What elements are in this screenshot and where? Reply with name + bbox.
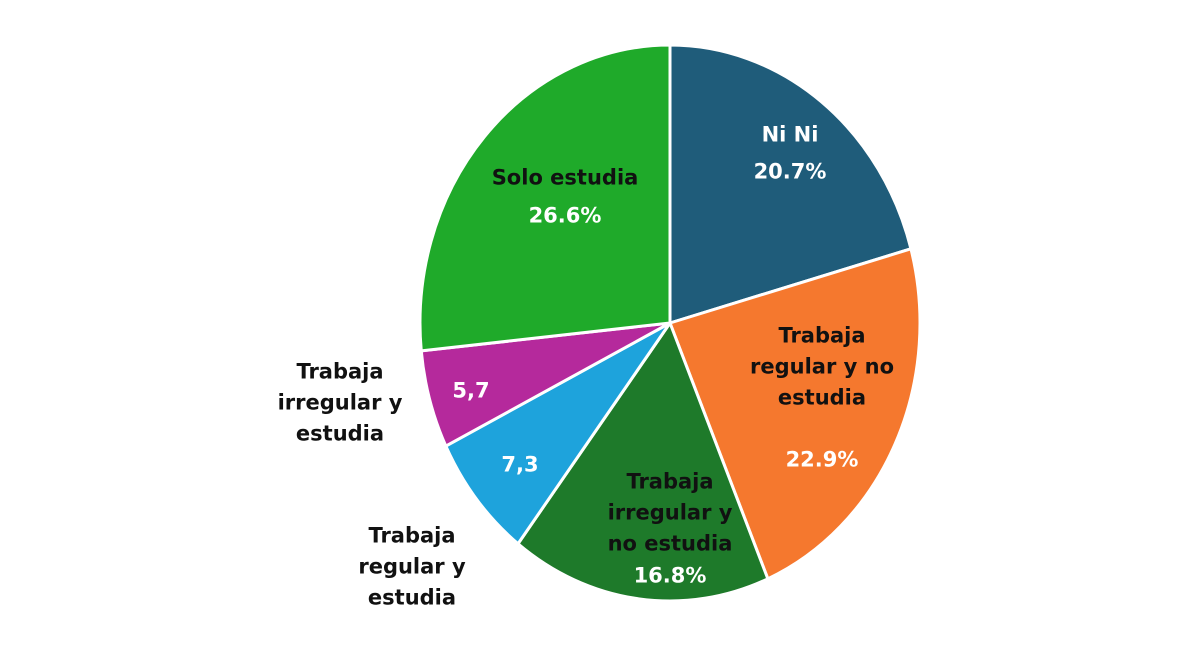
value-label: 20.7% bbox=[753, 159, 827, 184]
pie-slice bbox=[443, 321, 672, 546]
value-label: 16.8% bbox=[633, 563, 707, 588]
slice-label: Solo estudia bbox=[491, 165, 639, 190]
value-label: 22.9% bbox=[785, 447, 859, 472]
pie-slice bbox=[668, 246, 922, 581]
value-label: 26.6% bbox=[528, 203, 602, 228]
pie-slice bbox=[668, 43, 913, 326]
slice-label: Trabaja regular y estudia bbox=[358, 523, 466, 610]
slice-label: Ni Ni bbox=[761, 122, 819, 147]
slice-label: Trabaja irregular y estudia bbox=[277, 359, 403, 446]
pie-slice bbox=[516, 319, 770, 603]
pie-slice bbox=[418, 43, 672, 353]
slice-label: Trabaja regular y no estudia bbox=[750, 323, 894, 410]
value-label: 5,7 bbox=[452, 378, 490, 403]
value-label: 7,3 bbox=[501, 452, 539, 477]
slice-label: Trabaja irregular y no estudia bbox=[607, 469, 733, 556]
